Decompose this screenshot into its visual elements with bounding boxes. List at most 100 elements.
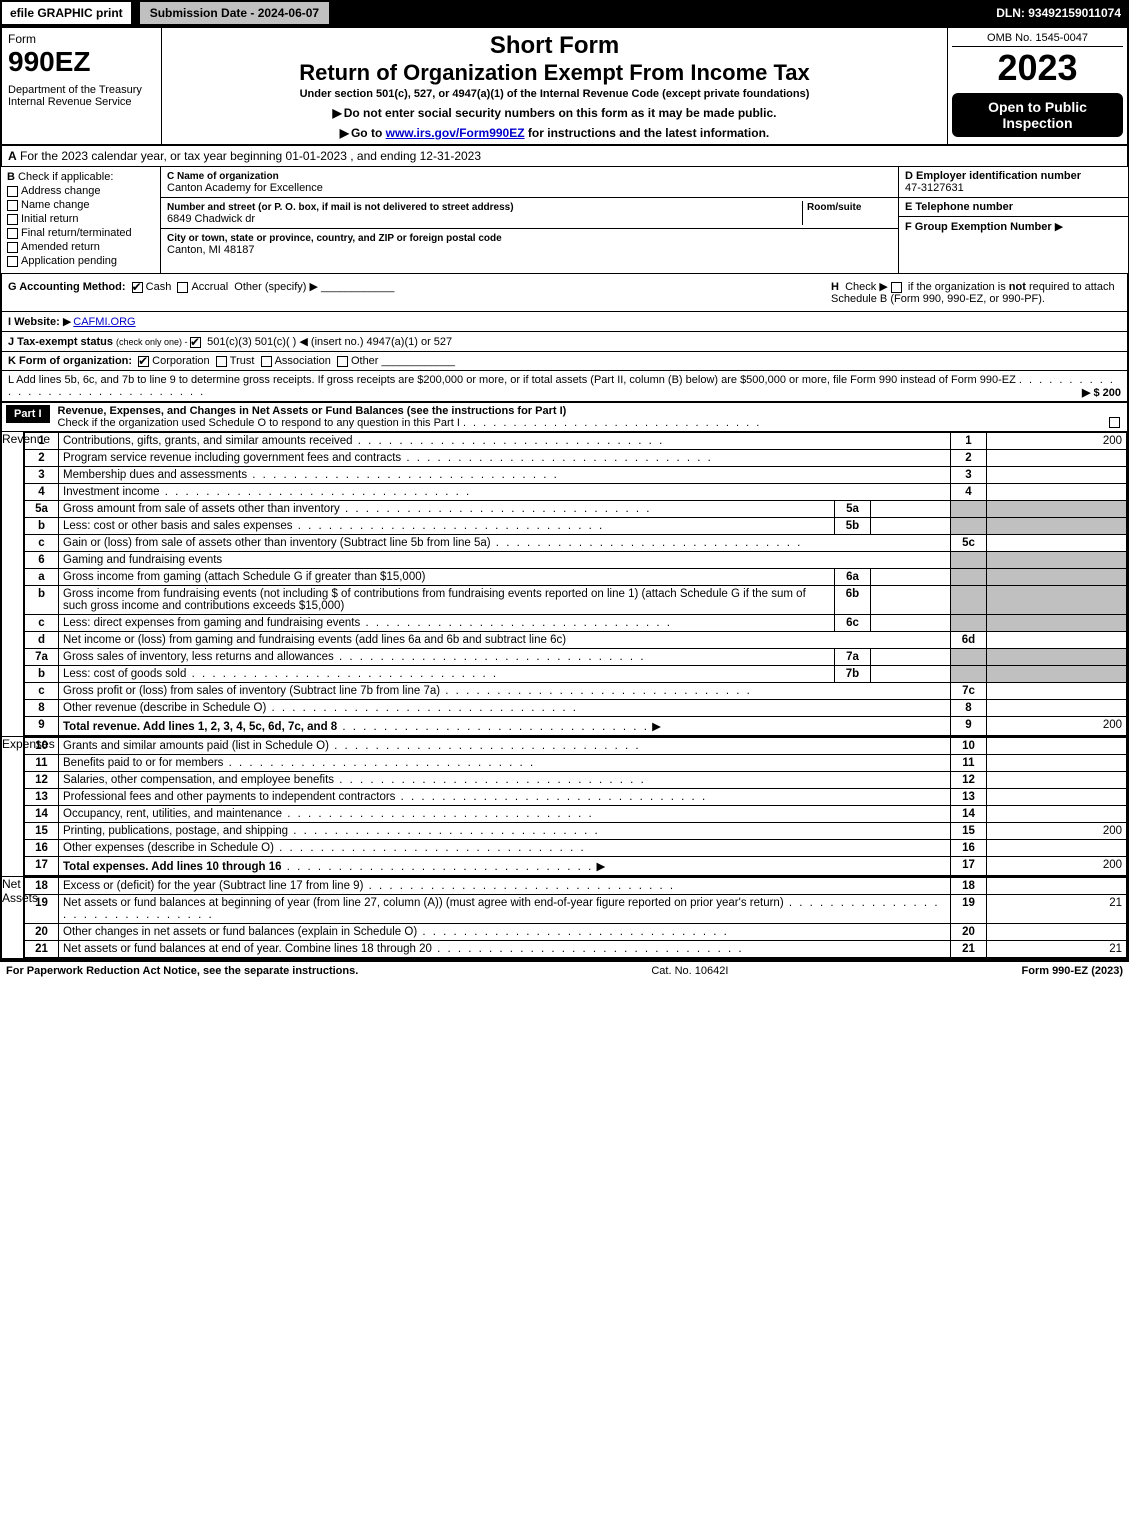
form-number: 990EZ [8,46,155,78]
section-b-label: Check if applicable: [18,171,113,183]
part1-check-note: Check if the organization used Schedule … [58,417,460,429]
c-street-label: Number and street (or P. O. box, if mail… [167,202,514,213]
line-20: 20Other changes in net assets or fund ba… [25,924,1127,941]
line-7a: 7aGross sales of inventory, less returns… [25,649,1127,666]
c-city-label: City or town, state or province, country… [167,233,502,244]
chk-accrual[interactable] [177,282,188,293]
line-14: 14Occupancy, rent, utilities, and mainte… [25,806,1127,823]
chk-trust[interactable] [216,356,227,367]
top-bar: efile GRAPHIC print Submission Date - 20… [0,0,1129,26]
chk-application-pending[interactable]: Application pending [7,255,154,267]
no-ssn-note: Do not enter social security numbers on … [170,106,939,120]
expenses-section: Expenses 10Grants and similar amounts pa… [0,736,1129,876]
section-l: L Add lines 5b, 6c, and 7b to line 9 to … [0,371,1129,403]
title-block: Form 990EZ Department of the Treasury In… [0,26,1129,146]
goto-line: Go to www.irs.gov/Form990EZ for instruct… [170,126,939,140]
part1-label: Part I [6,405,50,423]
website-link[interactable]: CAFMI.ORG [73,316,135,328]
part1-title: Revenue, Expenses, and Changes in Net As… [58,405,567,417]
short-form-title: Short Form [170,32,939,60]
chk-association[interactable] [261,356,272,367]
section-gh: G Accounting Method: Cash Accrual Other … [0,274,1129,312]
chk-501c3[interactable] [190,337,201,348]
section-j: J Tax-exempt status (check only one) - 5… [0,332,1129,352]
org-city: Canton, MI 48187 [167,244,254,256]
expenses-side-label: Expenses [2,737,23,751]
line-12: 12Salaries, other compensation, and empl… [25,772,1127,789]
section-c: C Name of organization Canton Academy fo… [161,167,898,273]
h-text2: if the organization is [908,281,1009,293]
chk-schedule-o-part1[interactable] [1109,417,1120,428]
ein-value: 47-3127631 [905,182,964,194]
j-opts: 501(c)(3) 501(c)( ) ◀ (insert no.) 4947(… [207,336,452,348]
c-room-label: Room/suite [807,202,861,213]
line-13: 13Professional fees and other payments t… [25,789,1127,806]
j-label: J Tax-exempt status [8,336,116,348]
expenses-table: 10Grants and similar amounts paid (list … [24,737,1127,876]
return-title: Return of Organization Exempt From Incom… [170,60,939,86]
line-4: 4Investment income4 [25,484,1127,501]
revenue-section: Revenue 1Contributions, gifts, grants, a… [0,432,1129,736]
netassets-table: 18Excess or (deficit) for the year (Subt… [24,877,1127,958]
line-2: 2Program service revenue including gover… [25,450,1127,467]
j-sub: (check only one) - [116,337,190,347]
no-ssn-text: Do not enter social security numbers on … [344,106,777,120]
under-section: Under section 501(c), 527, or 4947(a)(1)… [170,88,939,100]
i-label: I Website: [8,316,63,328]
g-other: Other (specify) ▶ [234,281,318,293]
line-8: 8Other revenue (describe in Schedule O)8 [25,700,1127,717]
line-15: 15Printing, publications, postage, and s… [25,823,1127,840]
line-11: 11Benefits paid to or for members11 [25,755,1127,772]
section-k: K Form of organization: Corporation Trus… [0,352,1129,371]
chk-address-change[interactable]: Address change [7,185,154,197]
line-19: 19Net assets or fund balances at beginni… [25,895,1127,924]
line-5b: bLess: cost or other basis and sales exp… [25,518,1127,535]
line-5c: cGain or (loss) from sale of assets othe… [25,535,1127,552]
line-7c: cGross profit or (loss) from sales of in… [25,683,1127,700]
dln-label: DLN: 93492159011074 [996,6,1129,20]
line-10: 10Grants and similar amounts paid (list … [25,738,1127,755]
chk-initial-return[interactable]: Initial return [7,213,154,225]
chk-schedule-b[interactable] [891,282,902,293]
netassets-side-label: Net Assets [2,877,23,905]
footer-form-ref: Form 990-EZ (2023) [1022,965,1124,977]
line-1: 1Contributions, gifts, grants, and simil… [25,433,1127,450]
footer-left: For Paperwork Reduction Act Notice, see … [6,965,358,977]
chk-cash[interactable] [132,282,143,293]
goto-tail: for instructions and the latest informat… [525,126,770,140]
section-h: H Check ▶ if the organization is not req… [821,280,1121,305]
e-label: E Telephone number [905,201,1013,213]
department: Department of the Treasury Internal Reve… [8,84,155,108]
l-text: L Add lines 5b, 6c, and 7b to line 9 to … [8,374,1016,386]
omb-number: OMB No. 1545-0047 [952,32,1123,47]
h-not: not [1009,281,1026,293]
line-17: 17Total expenses. Add lines 10 through 1… [25,857,1127,876]
line-6c: cLess: direct expenses from gaming and f… [25,615,1127,632]
c-name-label: C Name of organization [167,171,279,182]
g-label: G Accounting Method: [8,281,126,293]
l-amount: ▶ $ 200 [1082,386,1121,399]
goto-prefix: Go to [351,126,386,140]
h-check: Check ▶ [845,281,888,293]
part1-header: Part I Revenue, Expenses, and Changes in… [0,403,1129,432]
chk-final-return[interactable]: Final return/terminated [7,227,154,239]
g-accrual: Accrual [191,281,228,293]
chk-name-change[interactable]: Name change [7,199,154,211]
chk-amended-return[interactable]: Amended return [7,241,154,253]
section-a-text: For the 2023 calendar year, or tax year … [20,149,481,163]
org-street: 6849 Chadwick dr [167,213,255,225]
line-6d: dNet income or (loss) from gaming and fu… [25,632,1127,649]
line-21: 21Net assets or fund balances at end of … [25,941,1127,958]
goto-link[interactable]: www.irs.gov/Form990EZ [386,126,525,140]
section-a: A For the 2023 calendar year, or tax yea… [0,146,1129,167]
k-label: K Form of organization: [8,355,132,367]
title-center: Short Form Return of Organization Exempt… [162,28,947,144]
line-9: 9Total revenue. Add lines 1, 2, 3, 4, 5c… [25,717,1127,736]
line-5a: 5aGross amount from sale of assets other… [25,501,1127,518]
chk-other-org[interactable] [337,356,348,367]
title-right: OMB No. 1545-0047 2023 Open to Public In… [947,28,1127,144]
line-6b: bGross income from fundraising events (n… [25,586,1127,615]
chk-corporation[interactable] [138,356,149,367]
section-i: I Website: CAFMI.ORG [0,312,1129,332]
tax-year: 2023 [952,47,1123,89]
